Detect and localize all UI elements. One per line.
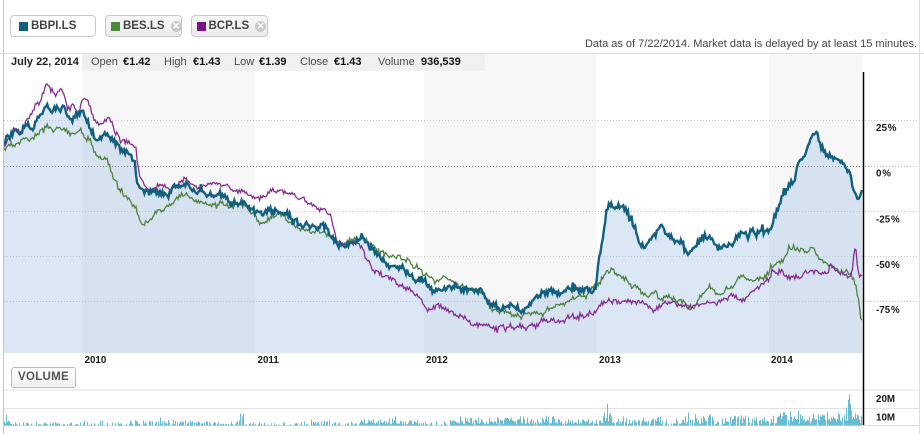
svg-text:0 %: 0 %: [876, 169, 891, 180]
svg-text:-50 %: -50 %: [876, 260, 900, 271]
svg-text:2012: 2012: [426, 355, 448, 366]
svg-text:-25 %: -25 %: [876, 215, 900, 226]
svg-text:25 %: 25 %: [876, 123, 897, 134]
svg-text:2010: 2010: [85, 355, 107, 366]
svg-text:20M: 20M: [876, 394, 895, 405]
svg-text:2014: 2014: [771, 355, 793, 366]
svg-text:10M: 10M: [876, 413, 895, 424]
svg-text:2013: 2013: [599, 355, 621, 366]
svg-text:-75 %: -75 %: [876, 305, 900, 316]
svg-text:2011: 2011: [258, 355, 280, 366]
